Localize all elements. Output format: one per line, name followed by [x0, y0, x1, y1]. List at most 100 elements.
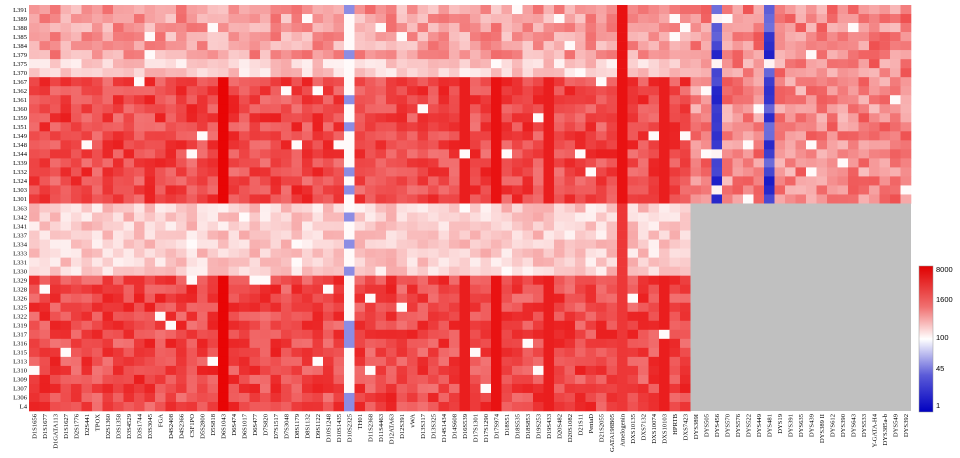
heatmap-cell — [155, 293, 166, 304]
heatmap-cell — [575, 203, 586, 213]
heatmap-cell — [869, 32, 880, 42]
heatmap-cell — [386, 104, 397, 114]
heatmap-cell — [249, 194, 261, 204]
heatmap-cell — [606, 5, 618, 15]
heatmap-cell — [701, 59, 712, 69]
heatmap-cell — [438, 104, 450, 114]
heatmap-cell — [501, 203, 513, 213]
heatmap-cell — [134, 275, 145, 285]
heatmap-cell — [155, 113, 166, 123]
heatmap-cell — [176, 302, 187, 313]
heatmap-cell — [711, 113, 723, 123]
heatmap-cell — [480, 212, 492, 222]
heatmap-cell — [81, 41, 93, 51]
heatmap-cell — [113, 212, 124, 222]
column-label: D21S2055 — [598, 413, 605, 442]
heatmap-cell — [155, 401, 166, 412]
heatmap-cell — [522, 284, 534, 295]
heatmap-cell — [81, 320, 93, 331]
heatmap-cell — [680, 149, 691, 159]
heatmap-cell — [459, 149, 471, 159]
heatmap-cell — [281, 203, 292, 213]
row-label: L325 — [13, 305, 28, 312]
heatmap-cell — [533, 392, 544, 403]
heatmap-cell — [354, 86, 366, 96]
heatmap-cell — [543, 50, 555, 60]
heatmap-cell — [596, 41, 607, 51]
heatmap-cell — [354, 104, 366, 114]
heatmap-cell — [543, 131, 555, 141]
heatmap-cell — [50, 167, 61, 177]
heatmap-cell — [522, 122, 534, 132]
heatmap-cell — [491, 95, 502, 105]
heatmap-cell — [669, 32, 681, 42]
heatmap-cell — [480, 293, 492, 304]
heatmap-cell — [354, 5, 366, 15]
heatmap-cell — [764, 158, 775, 168]
heatmap-cell — [323, 383, 334, 394]
heatmap-cell — [260, 86, 271, 96]
heatmap-cell — [71, 347, 82, 358]
heatmap-cell — [774, 14, 786, 24]
heatmap-cell — [155, 257, 166, 267]
heatmap-cell — [816, 68, 828, 78]
heatmap-cell — [302, 212, 313, 222]
heatmap-cell — [743, 32, 754, 42]
heatmap-cell — [249, 203, 261, 213]
heatmap-cell — [648, 5, 660, 15]
heatmap-cell — [197, 248, 208, 258]
heatmap-cell — [459, 176, 471, 186]
heatmap-cell — [722, 32, 733, 42]
heatmap-cell — [333, 194, 345, 204]
heatmap-cell — [92, 266, 103, 276]
heatmap-cell — [753, 23, 765, 33]
heatmap-cell — [113, 383, 124, 394]
heatmap-cell — [659, 266, 670, 276]
heatmap-cell — [470, 131, 481, 141]
heatmap-cell — [512, 41, 523, 51]
heatmap-cell — [249, 14, 261, 24]
heatmap-cell — [627, 194, 639, 204]
heatmap-cell — [218, 266, 229, 276]
heatmap-cell — [480, 14, 492, 24]
heatmap-cell — [837, 167, 849, 177]
heatmap-cell — [554, 50, 565, 60]
heatmap-cell — [386, 329, 397, 340]
heatmap-cell — [512, 176, 523, 186]
column-label: D1S1656 — [31, 413, 38, 439]
heatmap-cell — [701, 113, 712, 123]
heatmap-cell — [711, 32, 723, 42]
heatmap-cell — [102, 392, 114, 403]
heatmap-cell — [543, 293, 555, 304]
heatmap-cell — [596, 329, 607, 340]
heatmap-cell — [543, 158, 555, 168]
heatmap-cell — [512, 320, 523, 331]
heatmap-cell — [218, 212, 229, 222]
heatmap-cell — [428, 23, 439, 33]
heatmap-cell — [81, 149, 93, 159]
heatmap-cell — [512, 257, 523, 267]
heatmap-cell — [648, 365, 660, 376]
heatmap-cell — [239, 194, 250, 204]
heatmap-cell — [260, 167, 271, 177]
heatmap-cell — [102, 77, 114, 87]
heatmap-cell — [60, 167, 72, 177]
heatmap-cell — [113, 77, 124, 87]
heatmap-cell — [92, 95, 103, 105]
heatmap-cell — [270, 365, 282, 376]
heatmap-cell — [218, 104, 229, 114]
heatmap-cell — [144, 311, 156, 322]
heatmap-cell — [533, 104, 544, 114]
heatmap-cell — [92, 347, 103, 358]
heatmap-cell — [858, 167, 870, 177]
heatmap-cell — [596, 104, 607, 114]
heatmap-cell — [512, 356, 523, 367]
heatmap-cell — [386, 14, 397, 24]
heatmap-cell — [239, 77, 250, 87]
heatmap-cell — [680, 401, 691, 412]
heatmap-cell — [354, 158, 366, 168]
row-labels: L391L389L388L385L384L379L375L370L367L362… — [13, 7, 28, 411]
heatmap-cell — [438, 41, 450, 51]
heatmap-cell — [144, 122, 156, 132]
heatmap-cell — [228, 329, 240, 340]
